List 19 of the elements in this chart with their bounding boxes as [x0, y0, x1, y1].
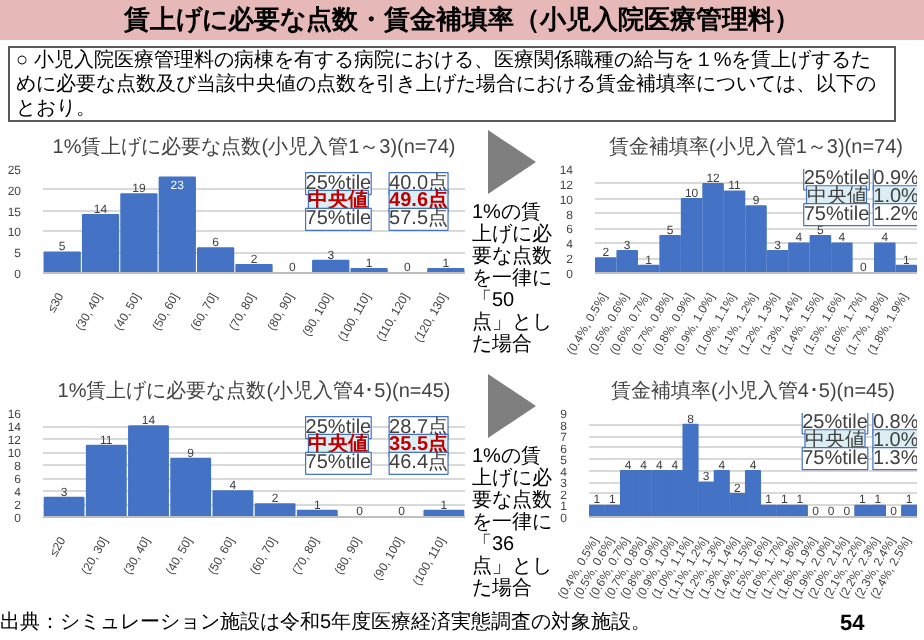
annotation: 75%tile [802, 447, 869, 470]
chart-title: 賃金補填率(小児入管1～3)(n=74) [609, 135, 903, 159]
chart-title: 賃金補填率(小児入管4･5)(n=45) [611, 379, 895, 403]
annotation: 1.0% [872, 429, 919, 452]
source-note: 出典：シミュレーション施設は令和5年度医療経済実態調査の対象施設。 [0, 610, 652, 638]
annotation: 75%tile [305, 452, 373, 475]
text: 54 [840, 610, 865, 638]
annotation: 0.8% [872, 411, 919, 434]
chart-title: 1%賃上げに必要な点数(小児入管4･5)(n=45) [57, 379, 451, 403]
annotation: 75%tile [305, 208, 373, 231]
text: 賃上げに必要な点数・賃金補填率（小児入院医療管理料） [124, 2, 800, 38]
text: 1%の賃上げに必要な点数を一律に「36点」とした場合 [472, 446, 552, 600]
text: 1%の賃上げに必要な点数を一律に「50点」とした場合 [472, 202, 552, 356]
text: ○ 小児入院医療管理料の病棟を有する病院における、医療関係職種の給与を１%を賃上げするために必要な点数及び当該中央値の点数を引き上げた場合における賃金補填率については、以下のとおり。 [16, 50, 878, 122]
annotation: 57.5点 [389, 206, 449, 231]
chart-title: 1%賃上げに必要な点数(小児入管1～3)(n=74) [52, 135, 456, 159]
annotation: 75%tile [803, 203, 871, 226]
annotation: 1.3% [872, 447, 919, 470]
bar [901, 504, 917, 517]
